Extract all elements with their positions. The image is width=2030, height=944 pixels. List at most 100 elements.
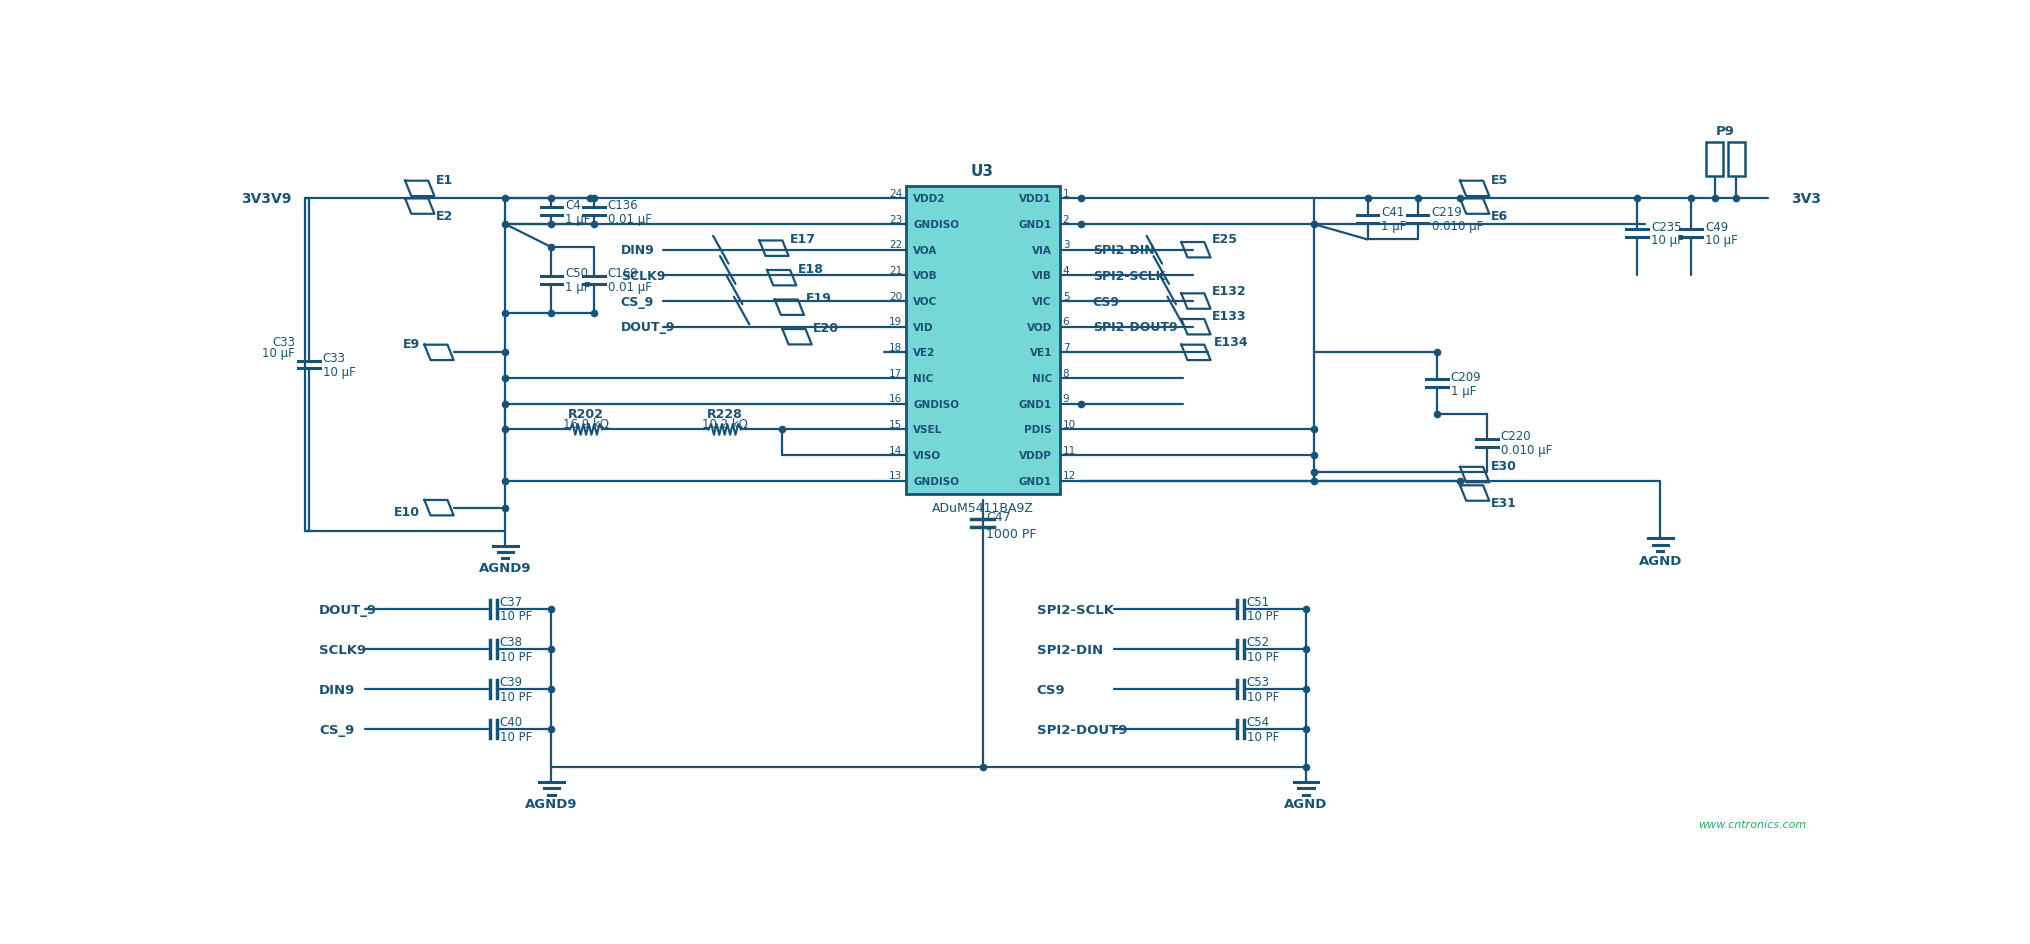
Text: VIB: VIB	[1031, 271, 1052, 281]
Text: AGND9: AGND9	[479, 562, 532, 575]
Text: 1000 PF: 1000 PF	[987, 528, 1037, 541]
Text: C49: C49	[1705, 220, 1728, 233]
Text: GND1: GND1	[1019, 220, 1052, 229]
Text: 10 PF: 10 PF	[1246, 610, 1279, 623]
Text: E132: E132	[1212, 284, 1246, 297]
Text: VSEL: VSEL	[914, 425, 942, 435]
Text: AGND: AGND	[1285, 798, 1328, 811]
Text: 10: 10	[1064, 419, 1076, 430]
Text: 10 PF: 10 PF	[499, 610, 532, 623]
Text: E17: E17	[790, 233, 816, 246]
Text: E20: E20	[814, 322, 838, 334]
Text: 0.01 μF: 0.01 μF	[607, 281, 652, 294]
Text: E134: E134	[1214, 336, 1248, 348]
Text: E30: E30	[1490, 460, 1516, 472]
Text: VISO: VISO	[914, 450, 942, 461]
Text: PDIS: PDIS	[1025, 425, 1052, 435]
Text: 18: 18	[889, 343, 903, 353]
Text: 10 μF: 10 μF	[262, 346, 294, 360]
Text: E18: E18	[798, 262, 824, 276]
Text: VDD2: VDD2	[914, 194, 946, 204]
Text: 4: 4	[1064, 265, 1070, 276]
Text: SPI2-SCLK: SPI2-SCLK	[1092, 270, 1165, 282]
Text: C169: C169	[607, 267, 637, 280]
Text: R228: R228	[706, 408, 743, 421]
Text: SCLK9: SCLK9	[319, 643, 365, 656]
Text: 0.01 μF: 0.01 μF	[607, 212, 652, 226]
Text: VOC: VOC	[914, 296, 938, 307]
Text: 10 μF: 10 μF	[1650, 234, 1683, 247]
Text: E2: E2	[436, 210, 453, 223]
Text: C40: C40	[499, 716, 524, 728]
Bar	[905, 186, 1060, 494]
Text: C235: C235	[1650, 220, 1681, 233]
Text: 3V3V9: 3V3V9	[242, 193, 290, 206]
Text: www.cntronics.com: www.cntronics.com	[1699, 818, 1807, 829]
Text: 13: 13	[889, 471, 903, 480]
Text: DOUT_9: DOUT_9	[621, 321, 676, 334]
Text: 5: 5	[1064, 292, 1070, 301]
Text: 1 μF: 1 μF	[1382, 220, 1407, 233]
Text: C52: C52	[1246, 635, 1271, 649]
Text: C220: C220	[1500, 430, 1531, 443]
Text: 0.010 μF: 0.010 μF	[1500, 444, 1553, 457]
Text: NIC: NIC	[1031, 374, 1052, 383]
Text: 10 μF: 10 μF	[323, 365, 355, 379]
Text: CS_9: CS_9	[621, 295, 654, 309]
Text: C38: C38	[499, 635, 524, 649]
Text: C39: C39	[499, 675, 524, 688]
Text: 15: 15	[889, 419, 903, 430]
Text: R202: R202	[568, 408, 605, 421]
Text: VDDP: VDDP	[1019, 450, 1052, 461]
Text: C51: C51	[1246, 596, 1271, 608]
Text: GNDISO: GNDISO	[914, 220, 960, 229]
Text: 24: 24	[889, 189, 903, 199]
Text: VID: VID	[914, 322, 934, 332]
Text: AGND9: AGND9	[526, 798, 579, 811]
Text: 3: 3	[1064, 240, 1070, 250]
Text: VOD: VOD	[1027, 322, 1052, 332]
Text: DIN9: DIN9	[621, 244, 654, 257]
Text: E1: E1	[436, 174, 453, 186]
Text: 23: 23	[889, 214, 903, 225]
Text: E5: E5	[1490, 174, 1508, 186]
Text: C219: C219	[1431, 207, 1462, 219]
Text: E31: E31	[1490, 497, 1516, 509]
Text: DOUT_9: DOUT_9	[319, 603, 378, 615]
Text: VOA: VOA	[914, 245, 938, 256]
Text: 0.010 μF: 0.010 μF	[1431, 220, 1482, 233]
Text: AGND: AGND	[1638, 554, 1683, 567]
Text: 19: 19	[889, 317, 903, 327]
Text: SPI2-SCLK: SPI2-SCLK	[1037, 603, 1114, 615]
Text: C53: C53	[1246, 675, 1269, 688]
Text: SCLK9: SCLK9	[621, 270, 666, 282]
Text: SPI2-DOUT9: SPI2-DOUT9	[1037, 723, 1127, 736]
Text: 20: 20	[889, 292, 903, 301]
Text: E6: E6	[1490, 210, 1508, 223]
Text: C136: C136	[607, 198, 637, 211]
Text: GND1: GND1	[1019, 476, 1052, 486]
Text: SPI2-DOUT9: SPI2-DOUT9	[1092, 321, 1177, 334]
Text: VE1: VE1	[1029, 348, 1052, 358]
Text: C33: C33	[323, 352, 345, 364]
Text: C4: C4	[564, 198, 581, 211]
Text: VIC: VIC	[1033, 296, 1052, 307]
Text: CS9: CS9	[1037, 683, 1066, 696]
Text: P9: P9	[1715, 126, 1736, 138]
Text: SPI2-DIN: SPI2-DIN	[1092, 244, 1155, 257]
Text: 1 μF: 1 μF	[564, 212, 591, 226]
Text: SPI2-DIN: SPI2-DIN	[1037, 643, 1102, 656]
Bar	[1728, 143, 1746, 177]
Text: E19: E19	[806, 292, 832, 305]
Text: GNDISO: GNDISO	[914, 399, 960, 410]
Text: C47: C47	[987, 511, 1011, 524]
Text: 1: 1	[1064, 189, 1070, 199]
Text: 10 PF: 10 PF	[499, 690, 532, 703]
Text: 10 PF: 10 PF	[1246, 649, 1279, 663]
Text: C37: C37	[499, 596, 524, 608]
Text: CS9: CS9	[1092, 295, 1121, 309]
Text: 16: 16	[889, 394, 903, 404]
Text: 22: 22	[889, 240, 903, 250]
Text: 10 PF: 10 PF	[499, 649, 532, 663]
Text: 2: 2	[1064, 214, 1070, 225]
